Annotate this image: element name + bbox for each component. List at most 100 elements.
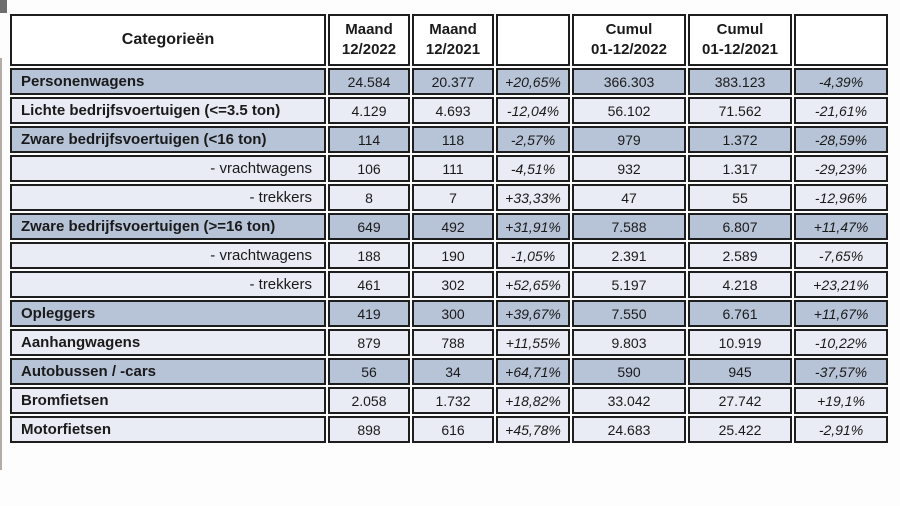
pct-cumul-cell: -10,22% <box>794 329 888 356</box>
maand-2022-cell: 461 <box>328 271 410 298</box>
pct-maand-cell: -4,51% <box>496 155 570 182</box>
pct-cumul-cell: +11,47% <box>794 213 888 240</box>
cumul-2021-cell: 945 <box>688 358 792 385</box>
column-header-maand-2021: Maand 12/2021 <box>412 14 494 66</box>
cumul-2022-cell: 590 <box>572 358 686 385</box>
pct-cumul-cell: -2,91% <box>794 416 888 443</box>
maand-2021-cell: 20.377 <box>412 68 494 95</box>
maand-2022-cell: 4.129 <box>328 97 410 124</box>
category-cell: - vrachtwagens <box>10 242 326 269</box>
pct-cumul-cell: -7,65% <box>794 242 888 269</box>
cumul-2022-cell: 7.550 <box>572 300 686 327</box>
cumul-2022-cell: 979 <box>572 126 686 153</box>
maand-2022-cell: 24.584 <box>328 68 410 95</box>
header-line: 12/2021 <box>425 41 481 58</box>
category-cell: Opleggers <box>10 300 326 327</box>
pct-maand-cell: +64,71% <box>496 358 570 385</box>
maand-2021-cell: 1.732 <box>412 387 494 414</box>
maand-2022-cell: 56 <box>328 358 410 385</box>
cumul-2021-cell: 2.589 <box>688 242 792 269</box>
pct-cumul-cell: +11,67% <box>794 300 888 327</box>
category-cell: Zware bedrijfsvoertuigen (<16 ton) <box>10 126 326 153</box>
cumul-2021-cell: 383.123 <box>688 68 792 95</box>
cumul-2021-cell: 6.761 <box>688 300 792 327</box>
cumul-2022-cell: 5.197 <box>572 271 686 298</box>
pct-maand-cell: +52,65% <box>496 271 570 298</box>
maand-2021-cell: 7 <box>412 184 494 211</box>
table-row: Lichte bedrijfsvoertuigen (<=3.5 ton) 4.1… <box>10 97 888 124</box>
category-cell: Zware bedrijfsvoertuigen (>=16 ton) <box>10 213 326 240</box>
table-row: Autobussen / -cars 56 34 +64,71% 590 945 -37,5… <box>10 358 888 385</box>
pct-maand-cell: +45,78% <box>496 416 570 443</box>
pct-cumul-cell: -37,57% <box>794 358 888 385</box>
table-row: Aanhangwagens 879 788 +11,55% 9.803 10.919 -10… <box>10 329 888 356</box>
maand-2021-cell: 302 <box>412 271 494 298</box>
column-header-pct-maand <box>496 14 570 66</box>
table-body: Personenwagens 24.584 20.377 +20,65% 366.303… <box>10 68 888 443</box>
category-cell: Autobussen / -cars <box>10 358 326 385</box>
header-line: Maand <box>345 20 393 38</box>
table-row: Zware bedrijfsvoertuigen (>=16 ton) 649 49… <box>10 213 888 240</box>
pct-maand-cell: +18,82% <box>496 387 570 414</box>
maand-2021-cell: 190 <box>412 242 494 269</box>
header-line: 01-12/2021 <box>702 41 778 58</box>
cumul-2022-cell: 2.391 <box>572 242 686 269</box>
category-cell: Personenwagens <box>10 68 326 95</box>
cumul-2022-cell: 7.588 <box>572 213 686 240</box>
maand-2022-cell: 649 <box>328 213 410 240</box>
maand-2021-cell: 300 <box>412 300 494 327</box>
header-line: 12/2022 <box>341 41 397 58</box>
cumul-2021-cell: 10.919 <box>688 329 792 356</box>
pct-cumul-cell: -21,61% <box>794 97 888 124</box>
pct-maand-cell: +33,33% <box>496 184 570 211</box>
column-header-pct-cumul <box>794 14 888 66</box>
cumul-2022-cell: 33.042 <box>572 387 686 414</box>
maand-2022-cell: 114 <box>328 126 410 153</box>
maand-2022-cell: 8 <box>328 184 410 211</box>
maand-2022-cell: 898 <box>328 416 410 443</box>
cumul-2022-cell: 24.683 <box>572 416 686 443</box>
pct-maand-cell: +31,91% <box>496 213 570 240</box>
pct-cumul-cell: +19,1% <box>794 387 888 414</box>
header-line: Cumul <box>605 20 653 38</box>
header-line: Maand <box>429 20 477 38</box>
table-row: Zware bedrijfsvoertuigen (<16 ton) 114 118… <box>10 126 888 153</box>
pct-cumul-cell: -12,96% <box>794 184 888 211</box>
maand-2021-cell: 788 <box>412 329 494 356</box>
column-header-cumul-2022: Cumul 01-12/2022 <box>572 14 686 66</box>
cumul-2022-cell: 366.303 <box>572 68 686 95</box>
table-row: Personenwagens 24.584 20.377 +20,65% 366.303… <box>10 68 888 95</box>
category-cell: Bromfietsen <box>10 387 326 414</box>
category-cell: - trekkers <box>10 184 326 211</box>
column-header-category: Categorieën <box>10 14 326 66</box>
scan-artifact-mark <box>0 0 7 13</box>
cumul-2021-cell: 1.317 <box>688 155 792 182</box>
pct-cumul-cell: -29,23% <box>794 155 888 182</box>
pct-maand-cell: +11,55% <box>496 329 570 356</box>
table-row: - trekkers 8 7 +33,33% 47 55 -12,96% <box>10 184 888 211</box>
cumul-2021-cell: 6.807 <box>688 213 792 240</box>
maand-2022-cell: 2.058 <box>328 387 410 414</box>
maand-2021-cell: 4.693 <box>412 97 494 124</box>
category-cell: - trekkers <box>10 271 326 298</box>
header-line: 01-12/2022 <box>591 41 667 58</box>
category-cell: Lichte bedrijfsvoertuigen (<=3.5 ton) <box>10 97 326 124</box>
maand-2022-cell: 879 <box>328 329 410 356</box>
scan-artifact-edge-line <box>0 58 2 470</box>
pct-maand-cell: -12,04% <box>496 97 570 124</box>
column-header-cumul-2021: Cumul 01-12/2021 <box>688 14 792 66</box>
maand-2021-cell: 616 <box>412 416 494 443</box>
vehicle-registrations-table: Categorieën Maand 12/2022 Maand 12/2021 … <box>8 12 890 445</box>
table-row: Motorfietsen 898 616 +45,78% 24.683 25.422 -2,… <box>10 416 888 443</box>
category-cell: - vrachtwagens <box>10 155 326 182</box>
pct-cumul-cell: -4,39% <box>794 68 888 95</box>
pct-maand-cell: -2,57% <box>496 126 570 153</box>
maand-2022-cell: 106 <box>328 155 410 182</box>
cumul-2021-cell: 25.422 <box>688 416 792 443</box>
pct-cumul-cell: +23,21% <box>794 271 888 298</box>
table-row: - vrachtwagens 188 190 -1,05% 2.391 2.589 -7,6… <box>10 242 888 269</box>
maand-2022-cell: 188 <box>328 242 410 269</box>
cumul-2022-cell: 9.803 <box>572 329 686 356</box>
header-line: Cumul <box>716 20 764 38</box>
